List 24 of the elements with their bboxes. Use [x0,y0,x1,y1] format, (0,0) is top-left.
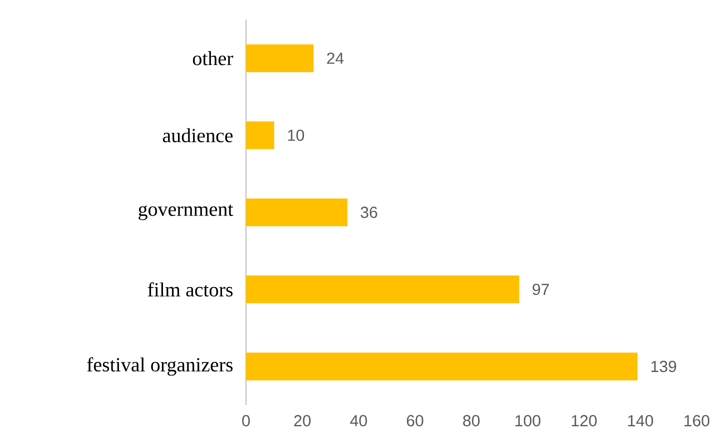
x-tick-label: 120 [572,415,597,426]
y-tick-label: other [192,51,234,66]
data-label: 24 [327,52,344,64]
bar [246,198,348,226]
x-tick-label: 160 [684,415,710,426]
x-tick-label: 20 [294,415,311,426]
data-label: 10 [288,130,304,141]
y-tick-label: festival organizers [87,357,233,376]
x-tick-label: 80 [463,415,480,426]
x-tick-label: 100 [516,415,540,426]
y-tick-label: government [138,204,234,220]
bar [246,121,274,150]
bar [246,352,638,380]
x-tick-label: 60 [406,415,424,426]
y-tick-label: audience [162,128,233,142]
bar [246,44,314,72]
x-tick-label: 0 [242,415,250,426]
x-tick-label: 40 [350,415,367,426]
x-tick-label: 140 [628,415,654,426]
bar [246,276,520,304]
data-label: 36 [360,206,378,218]
y-tick-label: film actors [148,282,233,297]
data-label: 139 [651,360,676,372]
data-label: 97 [532,284,549,296]
